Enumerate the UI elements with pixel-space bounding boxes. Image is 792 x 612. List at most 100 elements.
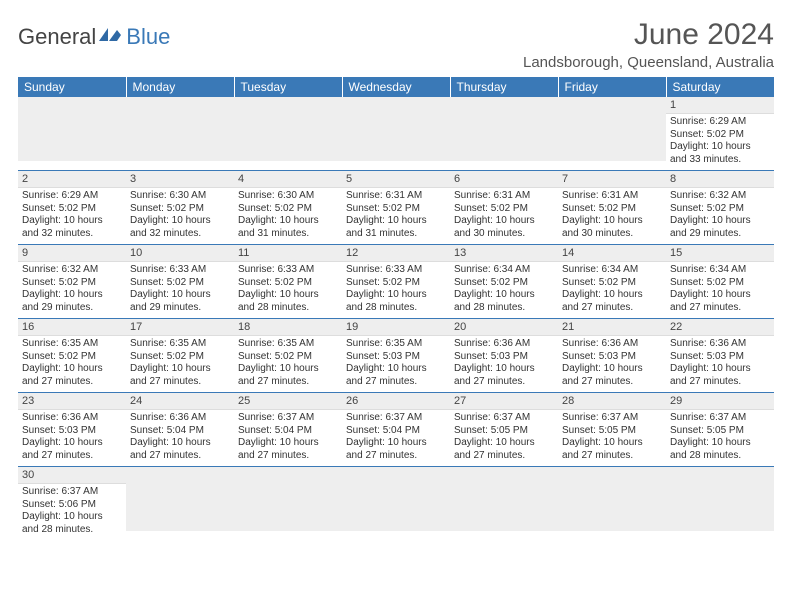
day-details: Sunrise: 6:34 AMSunset: 5:02 PMDaylight:… [666, 262, 774, 318]
day-details: Sunrise: 6:36 AMSunset: 5:03 PMDaylight:… [18, 410, 126, 466]
day-details: Sunrise: 6:31 AMSunset: 5:02 PMDaylight:… [450, 188, 558, 244]
day-number: 7 [558, 171, 666, 188]
day-details: Sunrise: 6:35 AMSunset: 5:02 PMDaylight:… [234, 336, 342, 392]
day-details: Sunrise: 6:36 AMSunset: 5:03 PMDaylight:… [450, 336, 558, 392]
calendar-cell: 4Sunrise: 6:30 AMSunset: 5:02 PMDaylight… [234, 171, 342, 245]
location-text: Landsborough, Queensland, Australia [523, 54, 774, 71]
day-number: 3 [126, 171, 234, 188]
calendar-cell: 16Sunrise: 6:35 AMSunset: 5:02 PMDayligh… [18, 319, 126, 393]
day-number: 19 [342, 319, 450, 336]
calendar-cell: 1Sunrise: 6:29 AMSunset: 5:02 PMDaylight… [666, 97, 774, 171]
day-number: 12 [342, 245, 450, 262]
day-details: Sunrise: 6:30 AMSunset: 5:02 PMDaylight:… [126, 188, 234, 244]
day-number: 24 [126, 393, 234, 410]
day-details: Sunrise: 6:37 AMSunset: 5:06 PMDaylight:… [18, 484, 126, 540]
page-title: June 2024 [523, 18, 774, 52]
day-number: 21 [558, 319, 666, 336]
day-details: Sunrise: 6:33 AMSunset: 5:02 PMDaylight:… [234, 262, 342, 318]
calendar-cell: 3Sunrise: 6:30 AMSunset: 5:02 PMDaylight… [126, 171, 234, 245]
calendar-cell: 20Sunrise: 6:36 AMSunset: 5:03 PMDayligh… [450, 319, 558, 393]
day-details: Sunrise: 6:33 AMSunset: 5:02 PMDaylight:… [126, 262, 234, 318]
day-number: 17 [126, 319, 234, 336]
day-details: Sunrise: 6:31 AMSunset: 5:02 PMDaylight:… [342, 188, 450, 244]
calendar-cell: 5Sunrise: 6:31 AMSunset: 5:02 PMDaylight… [342, 171, 450, 245]
calendar-cell: 27Sunrise: 6:37 AMSunset: 5:05 PMDayligh… [450, 393, 558, 467]
calendar-cell [342, 467, 450, 541]
calendar-cell [666, 467, 774, 541]
weekday-header: Tuesday [234, 77, 342, 97]
header: General Blue June 2024 Landsborough, Que… [18, 18, 774, 71]
calendar-cell: 2Sunrise: 6:29 AMSunset: 5:02 PMDaylight… [18, 171, 126, 245]
day-number: 28 [558, 393, 666, 410]
calendar-cell: 15Sunrise: 6:34 AMSunset: 5:02 PMDayligh… [666, 245, 774, 319]
calendar-cell [234, 97, 342, 171]
day-number: 16 [18, 319, 126, 336]
weekday-header: Friday [558, 77, 666, 97]
day-details: Sunrise: 6:29 AMSunset: 5:02 PMDaylight:… [18, 188, 126, 244]
day-details: Sunrise: 6:29 AMSunset: 5:02 PMDaylight:… [666, 114, 774, 170]
day-details: Sunrise: 6:31 AMSunset: 5:02 PMDaylight:… [558, 188, 666, 244]
day-number: 1 [666, 97, 774, 114]
day-details: Sunrise: 6:37 AMSunset: 5:04 PMDaylight:… [342, 410, 450, 466]
calendar-cell: 28Sunrise: 6:37 AMSunset: 5:05 PMDayligh… [558, 393, 666, 467]
day-number: 6 [450, 171, 558, 188]
day-number: 22 [666, 319, 774, 336]
calendar-cell [126, 97, 234, 171]
day-number: 13 [450, 245, 558, 262]
calendar-cell: 19Sunrise: 6:35 AMSunset: 5:03 PMDayligh… [342, 319, 450, 393]
calendar-header-row: SundayMondayTuesdayWednesdayThursdayFrid… [18, 77, 774, 97]
day-number: 29 [666, 393, 774, 410]
day-number: 20 [450, 319, 558, 336]
calendar-cell: 8Sunrise: 6:32 AMSunset: 5:02 PMDaylight… [666, 171, 774, 245]
calendar-cell: 29Sunrise: 6:37 AMSunset: 5:05 PMDayligh… [666, 393, 774, 467]
calendar-cell: 26Sunrise: 6:37 AMSunset: 5:04 PMDayligh… [342, 393, 450, 467]
weekday-header: Wednesday [342, 77, 450, 97]
flag-icon [98, 26, 122, 49]
calendar-cell [450, 467, 558, 541]
day-number: 4 [234, 171, 342, 188]
day-number: 27 [450, 393, 558, 410]
day-details: Sunrise: 6:37 AMSunset: 5:05 PMDaylight:… [450, 410, 558, 466]
calendar-table: SundayMondayTuesdayWednesdayThursdayFrid… [18, 77, 774, 540]
logo: General Blue [18, 24, 170, 50]
weekday-header: Monday [126, 77, 234, 97]
day-number: 23 [18, 393, 126, 410]
logo-text-general: General [18, 24, 96, 50]
calendar-cell: 12Sunrise: 6:33 AMSunset: 5:02 PMDayligh… [342, 245, 450, 319]
logo-text-blue: Blue [126, 24, 170, 50]
day-number: 2 [18, 171, 126, 188]
calendar-cell: 14Sunrise: 6:34 AMSunset: 5:02 PMDayligh… [558, 245, 666, 319]
title-block: June 2024 Landsborough, Queensland, Aust… [523, 18, 774, 71]
day-details: Sunrise: 6:37 AMSunset: 5:04 PMDaylight:… [234, 410, 342, 466]
calendar-cell [558, 467, 666, 541]
calendar-cell: 7Sunrise: 6:31 AMSunset: 5:02 PMDaylight… [558, 171, 666, 245]
calendar-cell: 9Sunrise: 6:32 AMSunset: 5:02 PMDaylight… [18, 245, 126, 319]
day-details: Sunrise: 6:36 AMSunset: 5:03 PMDaylight:… [558, 336, 666, 392]
day-details: Sunrise: 6:32 AMSunset: 5:02 PMDaylight:… [18, 262, 126, 318]
day-details: Sunrise: 6:36 AMSunset: 5:04 PMDaylight:… [126, 410, 234, 466]
calendar-body: 1Sunrise: 6:29 AMSunset: 5:02 PMDaylight… [18, 97, 774, 540]
day-number: 5 [342, 171, 450, 188]
day-number: 26 [342, 393, 450, 410]
calendar-cell: 11Sunrise: 6:33 AMSunset: 5:02 PMDayligh… [234, 245, 342, 319]
calendar-cell: 22Sunrise: 6:36 AMSunset: 5:03 PMDayligh… [666, 319, 774, 393]
day-number: 15 [666, 245, 774, 262]
calendar-cell [234, 467, 342, 541]
day-number: 11 [234, 245, 342, 262]
calendar-cell [558, 97, 666, 171]
calendar-cell [18, 97, 126, 171]
day-details: Sunrise: 6:37 AMSunset: 5:05 PMDaylight:… [558, 410, 666, 466]
calendar-cell [126, 467, 234, 541]
calendar-cell: 24Sunrise: 6:36 AMSunset: 5:04 PMDayligh… [126, 393, 234, 467]
calendar-cell: 13Sunrise: 6:34 AMSunset: 5:02 PMDayligh… [450, 245, 558, 319]
day-number: 9 [18, 245, 126, 262]
calendar-cell: 10Sunrise: 6:33 AMSunset: 5:02 PMDayligh… [126, 245, 234, 319]
day-number: 30 [18, 467, 126, 484]
day-details: Sunrise: 6:34 AMSunset: 5:02 PMDaylight:… [450, 262, 558, 318]
calendar-cell [342, 97, 450, 171]
day-details: Sunrise: 6:35 AMSunset: 5:02 PMDaylight:… [126, 336, 234, 392]
weekday-header: Sunday [18, 77, 126, 97]
day-number: 18 [234, 319, 342, 336]
calendar-cell: 17Sunrise: 6:35 AMSunset: 5:02 PMDayligh… [126, 319, 234, 393]
day-number: 8 [666, 171, 774, 188]
